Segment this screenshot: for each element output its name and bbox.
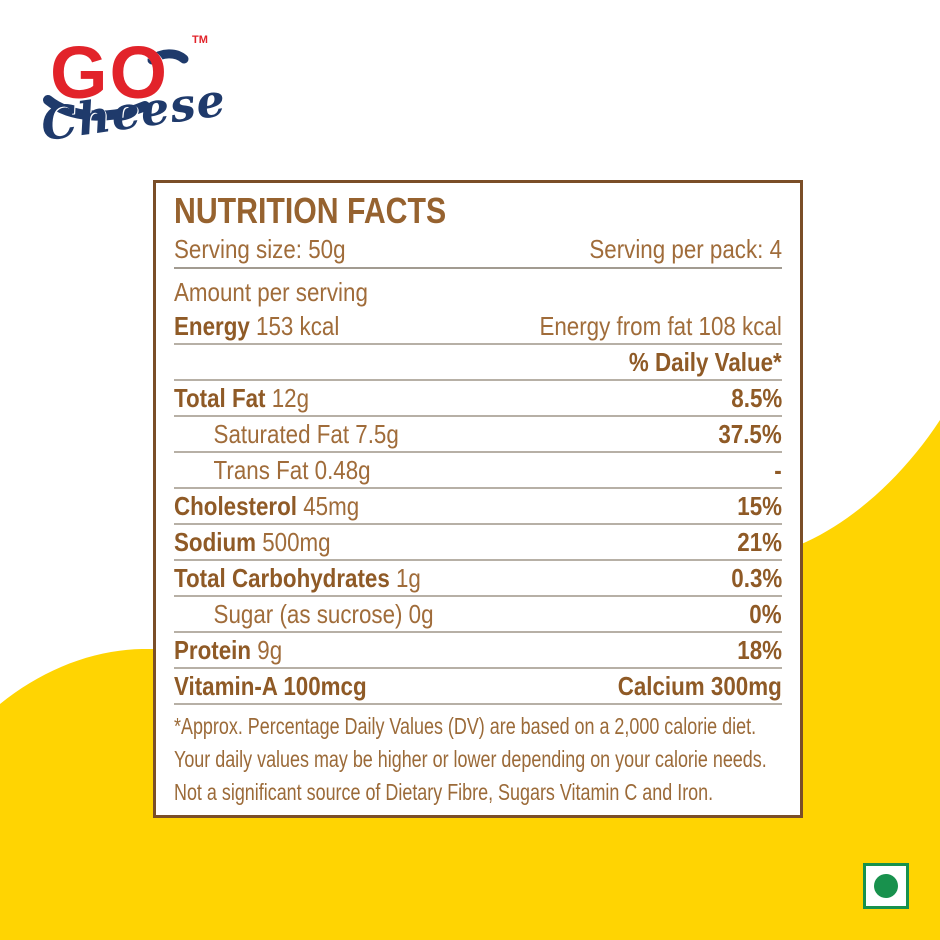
- nutrient-row-total-carbohydrates: Total Carbohydrates 1g 0.3%: [174, 561, 782, 597]
- energy-value: Energy 153 kcal: [174, 310, 340, 341]
- serving-per-pack: Serving per pack: 4: [589, 233, 782, 264]
- daily-value-cell: 21%: [737, 526, 782, 557]
- go-cheese-logo: GO TM Cheese: [38, 22, 230, 152]
- logo-wordmark-go: GO: [50, 31, 170, 114]
- daily-value-cell: -: [774, 454, 782, 485]
- footnote: *Approx. Percentage Daily Values (DV) ar…: [174, 705, 782, 809]
- vegetarian-mark-icon: [863, 863, 909, 909]
- amount-per-serving: Amount per serving: [174, 276, 368, 307]
- nutrient-row-saturated-fat: Saturated Fat 7.5g 37.5%: [174, 417, 782, 453]
- daily-value-cell: 0%: [749, 598, 782, 629]
- footnote-line: Not a significant source of Dietary Fibr…: [174, 779, 714, 805]
- daily-value-cell: 18%: [737, 634, 782, 665]
- energy-from-fat: Energy from fat 108 kcal: [539, 310, 782, 341]
- trademark-symbol: TM: [192, 34, 208, 46]
- energy-row: Energy 153 kcal Energy from fat 108 kcal: [174, 309, 782, 345]
- nutrient-row-sodium: Sodium 500mg 21%: [174, 525, 782, 561]
- daily-value-cell: 8.5%: [731, 382, 782, 413]
- serving-row: Serving size: 50g Serving per pack: 4: [174, 231, 782, 269]
- nutrition-facts-panel: NUTRITION FACTS Serving size: 50g Servin…: [153, 180, 803, 818]
- daily-value-cell: 0.3%: [731, 562, 782, 593]
- footnote-line: Your daily values may be higher or lower…: [174, 746, 767, 772]
- footnote-line: *Approx. Percentage Daily Values (DV) ar…: [174, 713, 757, 739]
- serving-size: Serving size: 50g: [174, 233, 346, 264]
- panel-title: NUTRITION FACTS: [174, 190, 447, 231]
- daily-value-cell: 15%: [737, 490, 782, 521]
- logo-swoosh-icon: [43, 49, 189, 121]
- nutrient-row-sugar: Sugar (as sucrose) 0g 0%: [174, 597, 782, 633]
- nutrient-row-protein: Protein 9g 18%: [174, 633, 782, 669]
- vitamin-calcium-row: Vitamin-A 100mcg Calcium 300mg: [174, 669, 782, 705]
- vitamin-a-value: Vitamin-A 100mcg: [174, 670, 367, 701]
- nutrient-row-trans-fat: Trans Fat 0.48g -: [174, 453, 782, 489]
- calcium-value: Calcium 300mg: [617, 670, 782, 701]
- daily-value-header: % Daily Value*: [174, 345, 782, 381]
- nutrient-row-cholesterol: Cholesterol 45mg 15%: [174, 489, 782, 525]
- daily-value-cell: 37.5%: [718, 418, 782, 449]
- nutrient-row-total-fat: Total Fat 12g 8.5%: [174, 381, 782, 417]
- green-dot-icon: [874, 874, 898, 898]
